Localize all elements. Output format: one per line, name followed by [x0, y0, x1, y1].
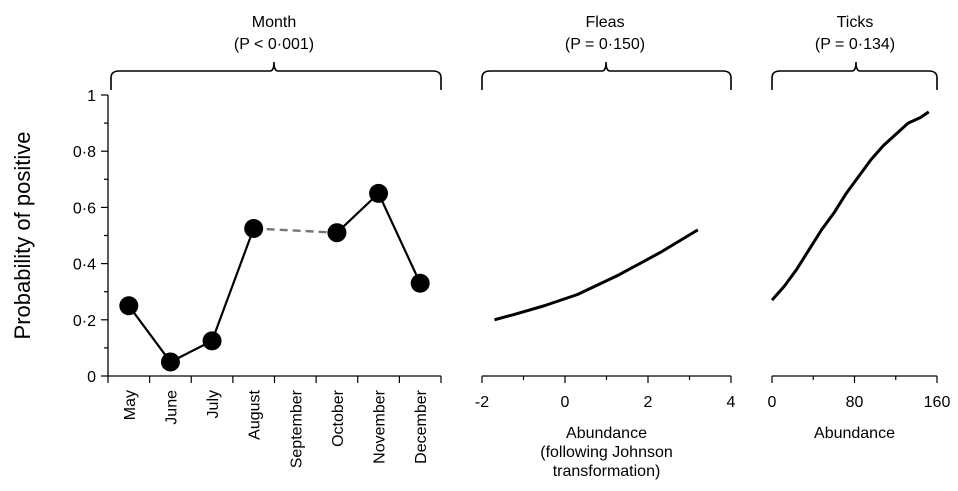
month-data-point [160, 352, 180, 372]
fleas-x-axis-title: Abundance [566, 425, 647, 442]
fleas-curve [494, 228, 699, 322]
month-panel-subtitle: (P < 0·001) [234, 36, 314, 53]
ticks-curve [770, 110, 930, 302]
fleas-x-tick-label: 4 [727, 394, 736, 411]
month-category-label: June [163, 390, 180, 425]
ticks-panel-title: Ticks [837, 14, 874, 31]
ticks-x-axis-title: Abundance [814, 425, 895, 442]
fleas-x-tick-label: -2 [475, 394, 489, 411]
marks-layer [119, 110, 930, 372]
y-tick-label: 0·8 [73, 144, 96, 161]
fleas-panel-subtitle: (P = 0·150) [565, 36, 645, 53]
month-data-point [119, 296, 139, 316]
month-data-point [369, 183, 389, 203]
ticks-x-tick-label: 80 [846, 394, 864, 411]
fleas-panel-title: Fleas [585, 14, 624, 31]
fleas-x-axis-title: transformation) [553, 463, 661, 480]
axes-layer [101, 61, 938, 383]
month-panel-title: Month [252, 14, 296, 31]
month-series-line [127, 228, 255, 364]
month-category-label: September [288, 389, 305, 468]
fleas-bracket [481, 61, 732, 90]
month-data-point [244, 218, 264, 238]
month-category-label: October [330, 389, 347, 447]
month-category-label: December [413, 389, 430, 463]
text-layer: 0 0·2 0·4 0·6 0·8 1 Probability of positive May… [10, 14, 950, 480]
fleas-x-tick-label: 2 [644, 394, 653, 411]
month-bracket [110, 61, 442, 90]
month-series-line [336, 191, 422, 284]
y-tick-label: 0·4 [73, 257, 96, 274]
month-data-point [202, 331, 222, 351]
month-data-point [327, 223, 347, 243]
ticks-bracket [771, 61, 938, 90]
month-category-label: November [372, 389, 389, 463]
y-tick-label: 0 [87, 369, 96, 386]
y-tick-label: 1 [87, 88, 96, 105]
fleas-x-axis-title: (following Johnson [540, 444, 673, 461]
ticks-x-tick-label: 160 [924, 394, 951, 411]
month-category-label: August [247, 389, 264, 439]
month-data-point [410, 273, 430, 293]
month-gap-dashed-line [253, 227, 337, 234]
ticks-panel-subtitle: (P = 0·134) [815, 36, 895, 53]
y-tick-label: 0·2 [73, 313, 96, 330]
fleas-x-tick-label: 0 [561, 394, 570, 411]
y-axis-title: Probability of positive [10, 132, 35, 340]
month-category-label: May [122, 390, 139, 420]
ticks-x-tick-label: 0 [768, 394, 777, 411]
month-category-label: July [205, 390, 222, 418]
y-tick-label: 0·6 [73, 200, 96, 217]
